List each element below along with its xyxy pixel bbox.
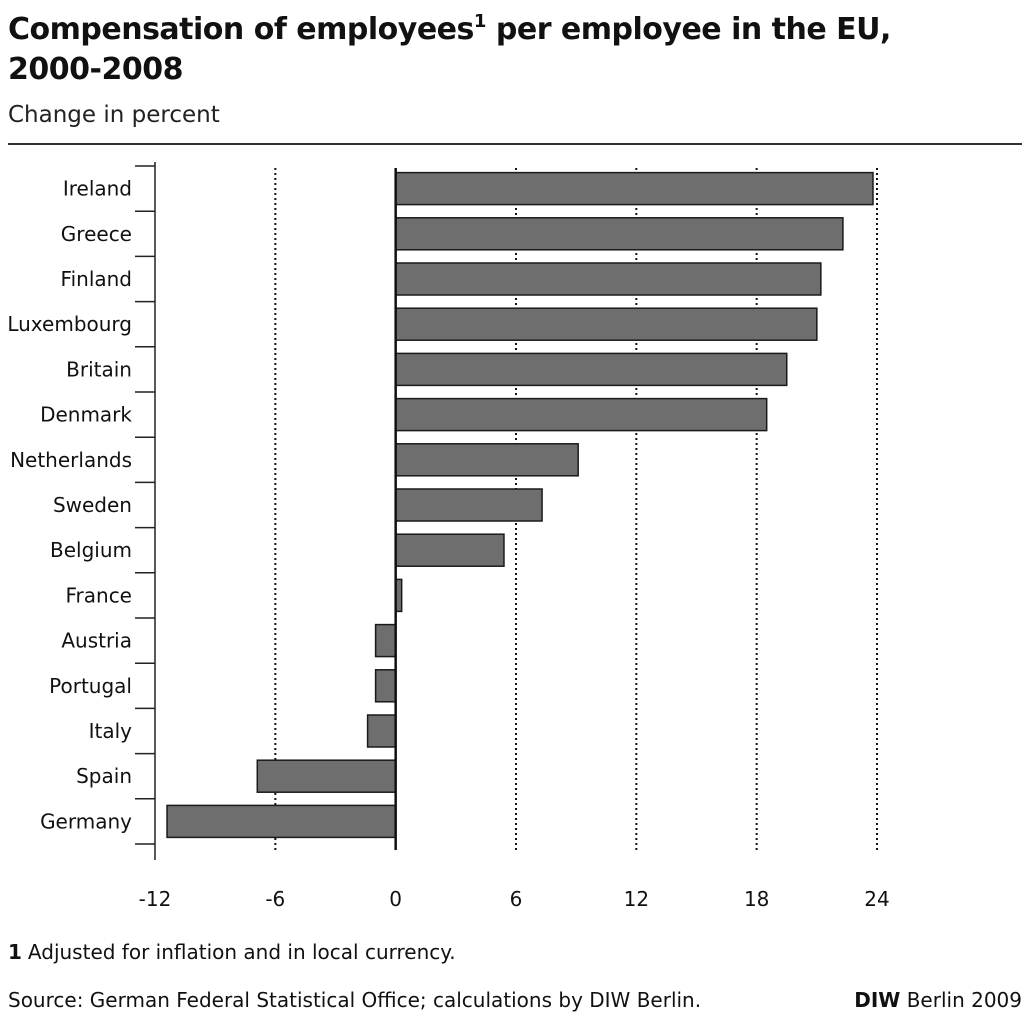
bar-sweden [394,488,543,522]
bar-denmark [394,397,768,432]
chart-subtitle: Change in percent [8,102,220,128]
credit-bold: DIW [854,988,901,1012]
title-footnote-marker: 1 [473,11,487,32]
bar-belgium [394,533,505,567]
bar-austria [374,623,397,658]
category-label: France [65,583,132,607]
title-rest: per employee in the EU, [485,12,892,47]
x-tick-label: -6 [265,887,285,911]
title-line2: 2000-2008 [8,52,183,87]
category-label: Portugal [49,674,132,698]
bar-netherlands [394,443,579,477]
category-label: Belgium [50,538,132,562]
footnote-text: Adjusted for inflation and in local curr… [27,940,456,964]
category-label: Italy [89,719,133,743]
bar-britain [394,352,788,387]
credit-rest: Berlin 2009 [900,988,1022,1012]
category-label: Finland [61,267,132,291]
chart-title: Compensation of employees1 per employee … [8,10,1018,90]
x-tick-label: 6 [510,887,523,911]
title-main: Compensation of employees [8,12,474,47]
header-divider [8,143,1022,145]
bar-spain [256,759,397,793]
x-tick-label: 24 [864,887,889,911]
category-label: Austria [61,629,132,653]
category-label: Greece [61,222,132,246]
bar-ireland [394,171,874,206]
category-label: Denmark [40,403,132,427]
category-label: Luxembourg [7,312,132,336]
x-tick-label: -12 [139,887,172,911]
bar-italy [366,714,397,748]
category-label: Netherlands [10,448,132,472]
source-note: Source: German Federal Statistical Offic… [8,988,702,1012]
bar-luxembourg [394,307,818,341]
bar-finland [394,262,822,296]
credit: DIW Berlin 2009 [854,988,1022,1012]
bar-chart: Ireland Greece Finland Luxembourg Britain Den… [7,162,890,911]
category-label: Sweden [53,493,132,517]
category-label: Spain [76,764,132,788]
x-tick-label: 18 [744,887,769,911]
bar-greece [394,217,844,251]
bar-germany [166,804,397,839]
bar-portugal [374,669,397,703]
footnote-marker: 1 [8,940,22,964]
category-label: Germany [40,809,132,833]
category-label: Ireland [63,177,132,201]
category-label: Britain [66,357,132,381]
footnote: 1 Adjusted for inflation and in local cur… [8,940,456,964]
x-tick-label: 0 [389,887,402,911]
x-tick-label: 12 [624,887,649,911]
